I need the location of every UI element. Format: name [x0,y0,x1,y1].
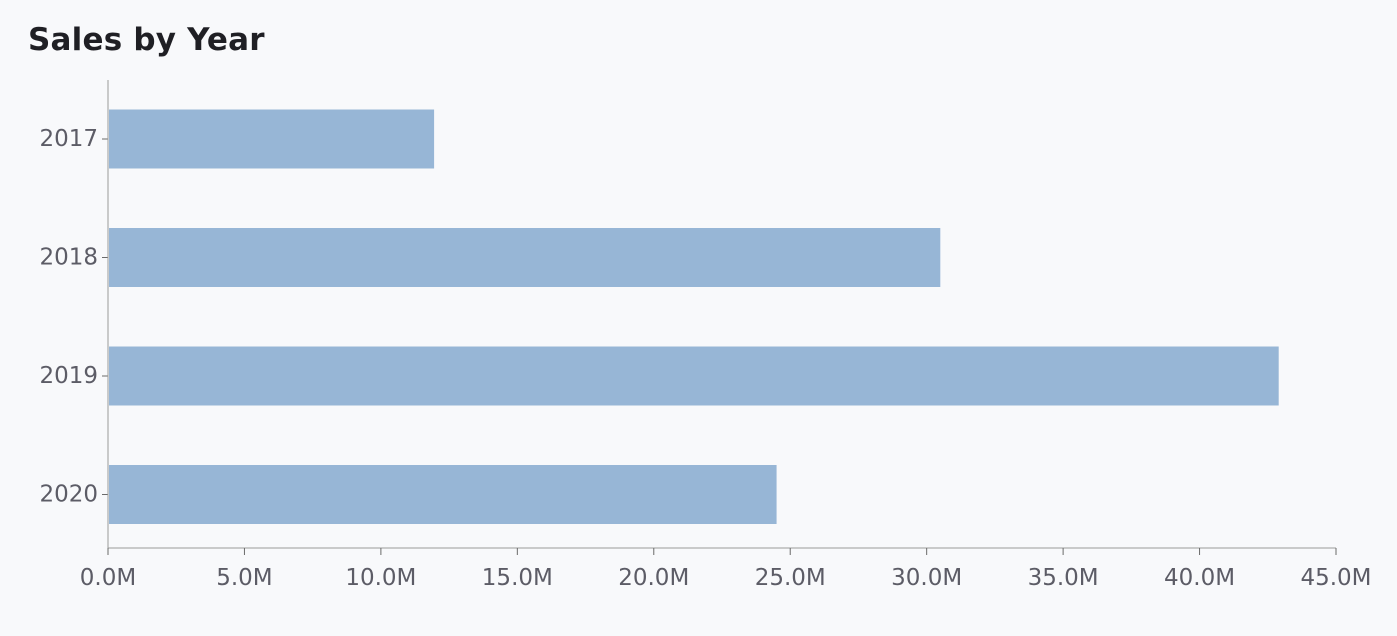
y-tick-label-2019: 2019 [39,363,98,389]
y-tick-label-2017: 2017 [39,126,98,152]
x-tick-label: 15.0M [482,565,553,591]
x-tick-label: 5.0M [216,565,272,591]
bar-2020 [109,465,777,524]
y-axis: 2017 2018 2019 2020 [39,80,109,548]
x-tick-label: 35.0M [1028,565,1099,591]
x-tick-label: 20.0M [618,565,689,591]
bars-group [109,109,1279,524]
chart-title: Sales by Year [28,22,265,58]
y-tick-label-2018: 2018 [39,245,98,271]
x-tick-label: 30.0M [891,565,962,591]
x-tick-label: 25.0M [755,565,826,591]
y-tick-label-2020: 2020 [39,482,98,508]
bar-2018 [109,228,941,287]
x-tick-label: 10.0M [345,565,416,591]
bar-2019 [109,346,1279,406]
x-tick-label: 0.0M [80,565,136,591]
bar-2017 [109,109,435,169]
x-tick-label: 45.0M [1300,565,1371,591]
x-tick-label: 40.0M [1164,565,1235,591]
x-axis: 0.0M 5.0M 10.0M 15.0M 20.0M 25.0M 30.0M 35.0M 40… [80,547,1372,591]
